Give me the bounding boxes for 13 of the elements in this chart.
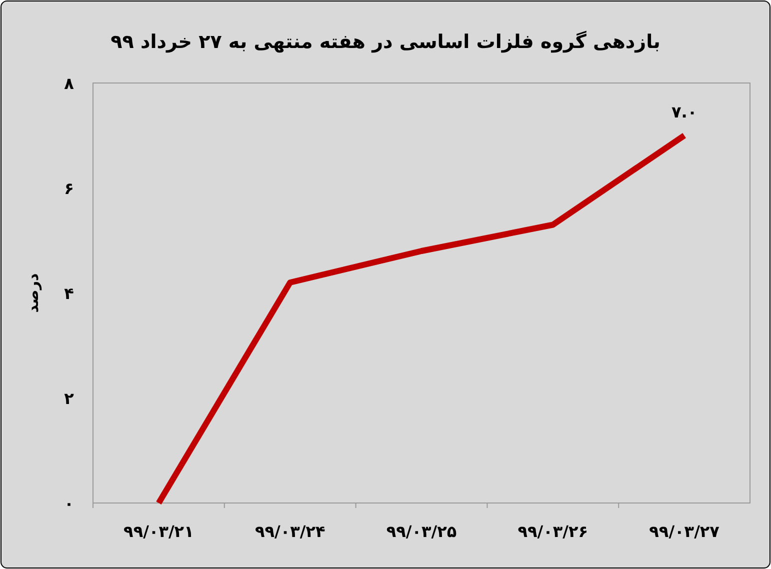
x-tick-label: ۹۹/۰۳/۲۶ <box>518 522 588 541</box>
x-tick-label: ۹۹/۰۳/۲۴ <box>254 522 326 541</box>
y-tick-label: ۰ <box>64 494 74 513</box>
y-tick-label: ۲ <box>64 389 74 408</box>
chart-title: بازدهی گروه فلزات اساسی در هفته منتهی به ۲۷ خرداد ۹۹ <box>110 30 660 53</box>
y-tick-label: ۸ <box>64 74 74 93</box>
x-tick-label: ۹۹/۰۳/۲۱ <box>124 522 194 541</box>
y-tick-label: ۶ <box>64 179 74 198</box>
y-tick-label: ۴ <box>64 284 74 303</box>
x-tick-label: ۹۹/۰۳/۲۷ <box>649 522 720 541</box>
data-label: ۷.۰ <box>671 102 698 122</box>
y-axis-title: درصد <box>24 272 42 313</box>
x-tick-label: ۹۹/۰۳/۲۵ <box>386 522 457 541</box>
